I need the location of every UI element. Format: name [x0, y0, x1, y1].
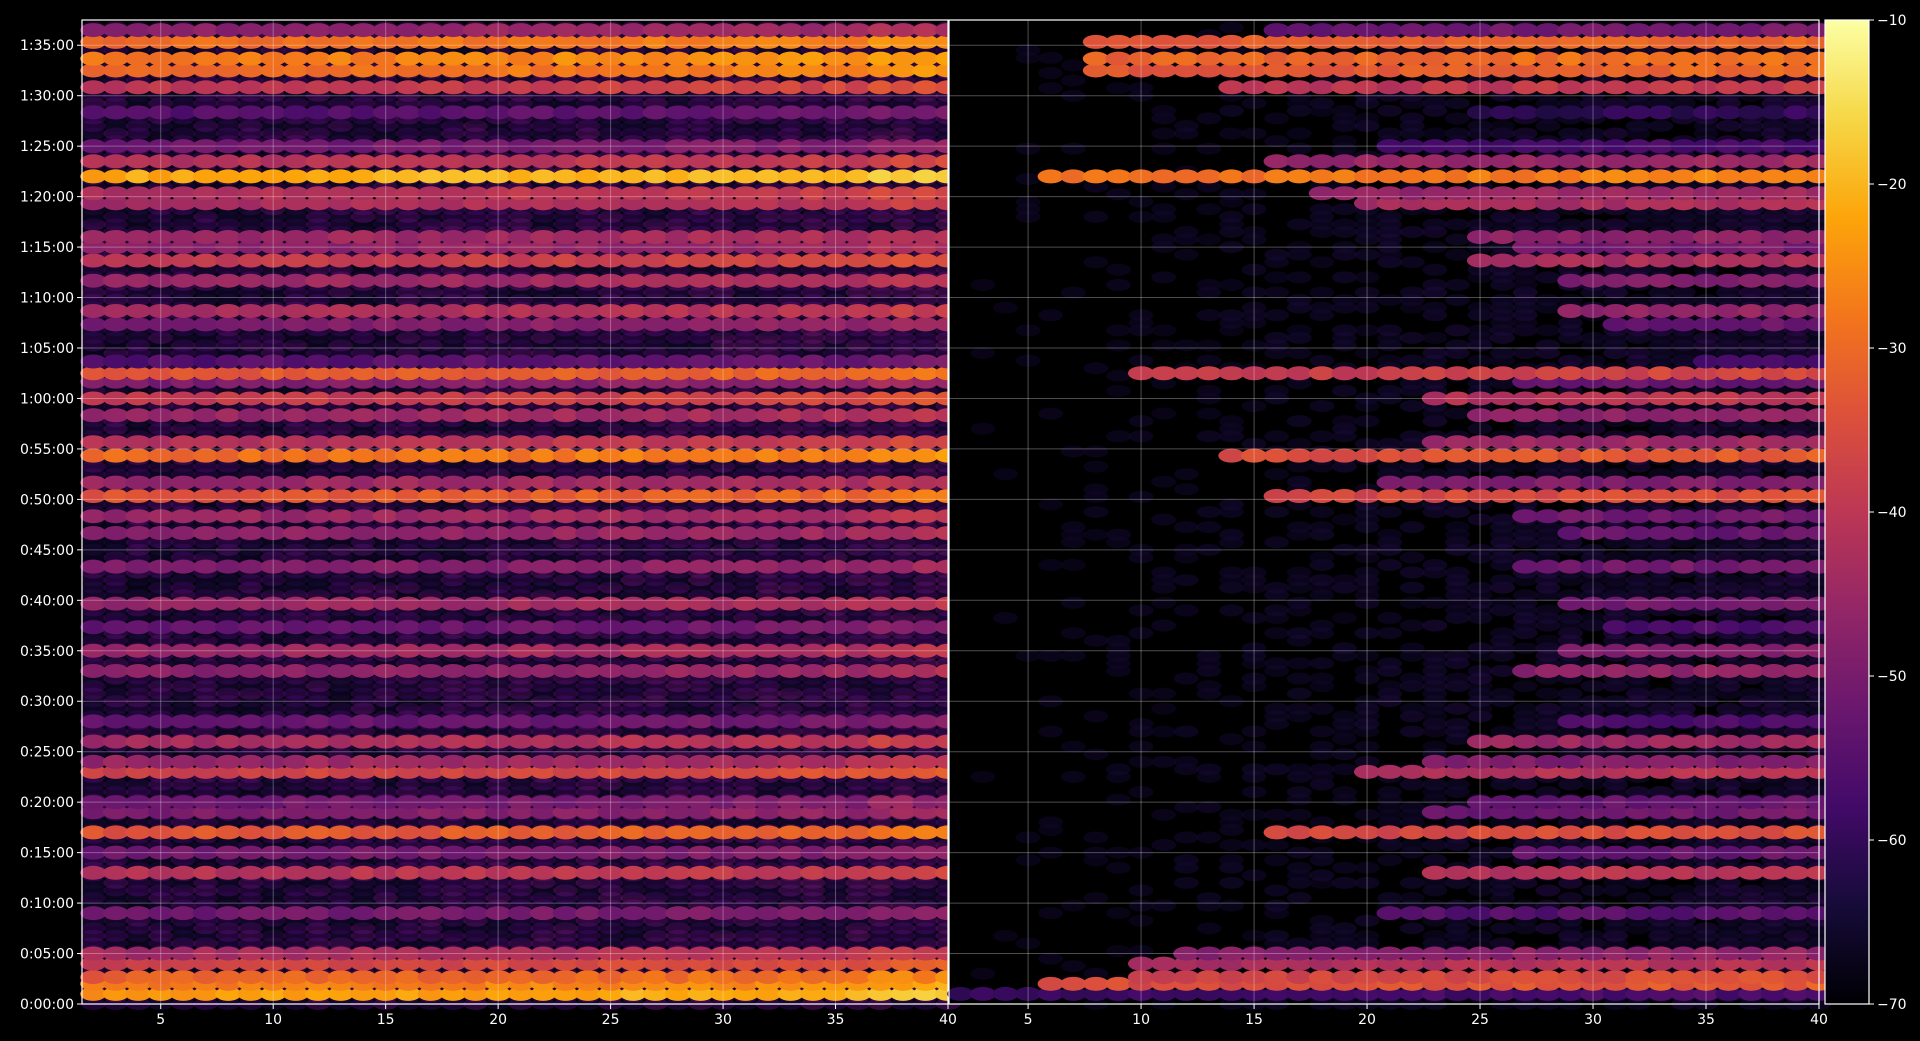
plot-panels: 5 10 15 20 25 30 35 400:00:000:05:000:10:000:15…: [20, 19, 1833, 1028]
heatmap-cells: [80, 21, 962, 1010]
panel-left: 5 10 15 20 25 30 35 400:00:000:05:000:10:000:15…: [20, 19, 962, 1028]
